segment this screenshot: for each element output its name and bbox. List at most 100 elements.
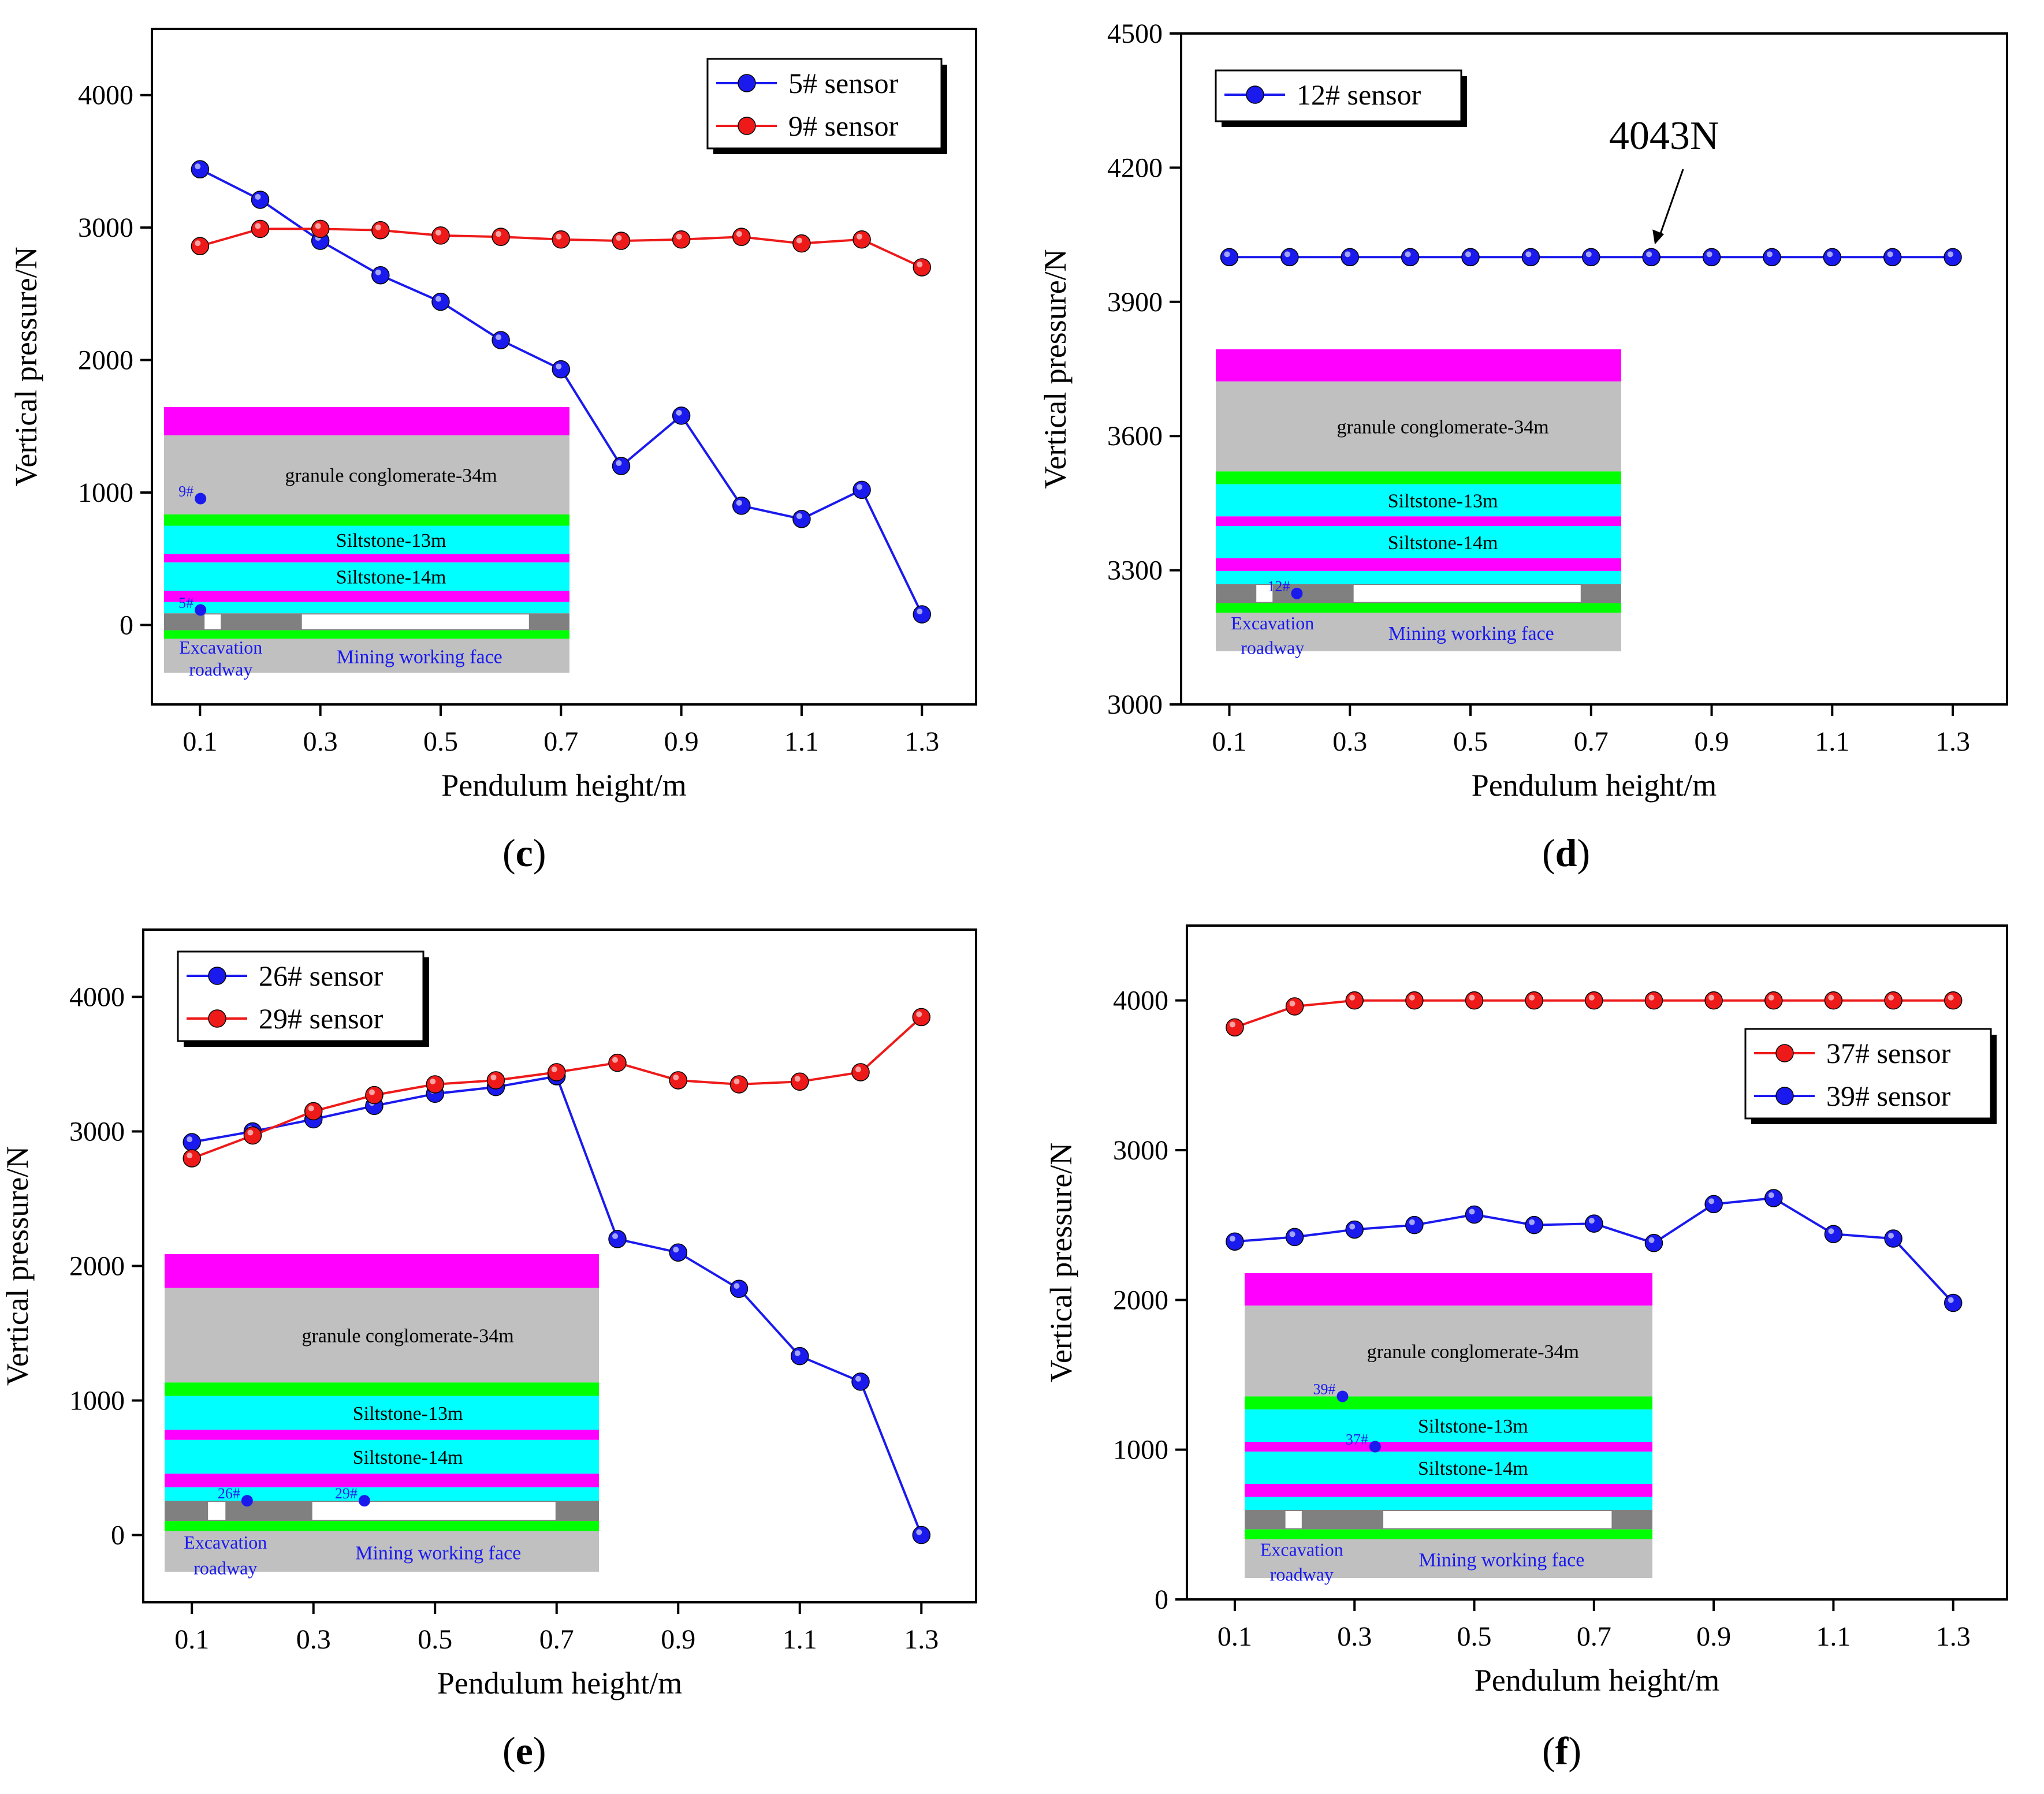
data-point-highlight (1284, 251, 1290, 258)
strata-layer (1216, 471, 1621, 484)
strata-layer (1216, 526, 1621, 558)
data-point (1405, 991, 1424, 1010)
data-point (1226, 1232, 1244, 1251)
data-point (729, 1280, 749, 1298)
data-point-highlight (1648, 994, 1655, 1001)
caption-paren: ( (1542, 1729, 1555, 1773)
strata-layer (1245, 1306, 1652, 1397)
inset-sensor-label: 37# (1346, 1431, 1368, 1448)
x-tick-label: 1.1 (1815, 726, 1849, 757)
data-point (371, 266, 390, 285)
data-point-highlight (315, 223, 321, 229)
data-point (1764, 1189, 1783, 1207)
data-point (791, 1347, 809, 1366)
y-axis-label: Vertical pressure/N (0, 1146, 35, 1386)
strata-label: Siltstone-14m (336, 567, 446, 588)
data-point-highlight (1948, 1297, 1954, 1303)
data-point (371, 221, 390, 240)
data-point-highlight (917, 609, 923, 614)
data-point (1582, 248, 1600, 267)
data-point-highlight (255, 223, 261, 229)
data-point (612, 232, 631, 250)
data-point (669, 1071, 687, 1090)
x-axis-label: Pendulum height/m (1475, 1663, 1720, 1698)
data-point-highlight (1706, 251, 1712, 258)
data-point (912, 1526, 931, 1545)
legend-marker (738, 74, 756, 92)
legend-marker (1775, 1044, 1794, 1062)
data-point-highlight (375, 224, 381, 230)
strata-layer (1245, 1539, 1652, 1578)
x-tick-label: 1.3 (904, 1624, 939, 1655)
data-point (1704, 1195, 1723, 1214)
strata-layer (1216, 603, 1621, 613)
y-axis-label: Vertical pressure/N (1044, 1143, 1078, 1382)
opening (301, 614, 529, 629)
data-point (547, 1063, 566, 1081)
x-tick-label: 0.9 (661, 1624, 695, 1655)
data-point-highlight (1529, 994, 1535, 1001)
strata-label: Siltstone-13m (353, 1403, 463, 1424)
y-tick-label: 1000 (1113, 1435, 1168, 1465)
x-tick-label: 0.5 (1453, 726, 1488, 757)
chart-panel-c: 0.1 0.3 0.5 0.7 0.9 1.1 1.3 0 1000 2000 3000 4000 Pe… (9, 28, 977, 875)
caption-paren: ( (502, 1729, 516, 1773)
data-point-highlight (247, 1129, 254, 1136)
data-point (791, 1072, 809, 1091)
data-point-highlight (556, 233, 562, 240)
data-point (1944, 248, 1962, 267)
data-point-highlight (1708, 994, 1715, 1001)
data-point (851, 1063, 870, 1081)
y-tick-label: 3000 (1113, 1135, 1168, 1166)
caption-paren: ( (502, 831, 516, 875)
inset-sensor-dot (195, 604, 207, 616)
data-point-highlight (1768, 1192, 1774, 1198)
data-point (304, 1102, 323, 1121)
legend-entry: 9# sensor (788, 110, 899, 142)
panel-caption: (e) (502, 1729, 546, 1773)
strata-layer (165, 1474, 599, 1487)
data-point (913, 258, 932, 277)
y-tick-label: 1000 (78, 478, 133, 508)
x-tick-label: 0.7 (1577, 1621, 1611, 1652)
x-tick-label: 0.9 (1696, 1621, 1731, 1652)
data-point-highlight (734, 1283, 740, 1289)
data-point (792, 234, 811, 253)
data-point (1883, 248, 1902, 267)
x-tick-label: 0.7 (1574, 726, 1609, 757)
data-point-highlight (1646, 251, 1652, 258)
strata-layer (164, 435, 569, 514)
data-point (852, 230, 871, 249)
strata-layer (165, 1430, 599, 1440)
strata-label: Siltstone-13m (1388, 491, 1498, 512)
x-tick-label: 0.9 (1695, 726, 1729, 757)
data-point (365, 1086, 384, 1105)
roadway-label: roadway (193, 1557, 257, 1578)
y-tick-label: 0 (1155, 1584, 1168, 1615)
caption-paren: ) (533, 1729, 546, 1773)
data-point-highlight (1766, 251, 1773, 258)
strata-layer (165, 1382, 599, 1396)
data-point-highlight (1469, 994, 1475, 1001)
legend-marker (208, 967, 226, 985)
opening (312, 1502, 556, 1520)
data-point-highlight (1588, 1218, 1595, 1224)
data-point-highlight (368, 1089, 375, 1095)
data-point-highlight (1887, 251, 1893, 258)
strata-layer (165, 1521, 599, 1531)
data-point-highlight (857, 484, 863, 490)
data-point-highlight (673, 1247, 679, 1253)
legend: 37# sensor 39# sensor (1744, 1028, 1997, 1124)
roadway-label: roadway (1241, 637, 1304, 658)
strata-layer (1216, 558, 1621, 571)
data-point-highlight (195, 163, 201, 170)
data-point-highlight (1345, 251, 1351, 258)
strata-label: Siltstone-14m (353, 1447, 463, 1468)
excavation-label: Excavation (1260, 1539, 1343, 1560)
x-tick-label: 0.7 (543, 726, 578, 757)
excavation-label: Excavation (1231, 613, 1314, 633)
data-point-highlight (490, 1074, 497, 1080)
data-point (1944, 991, 1963, 1010)
data-point-highlight (736, 499, 742, 506)
